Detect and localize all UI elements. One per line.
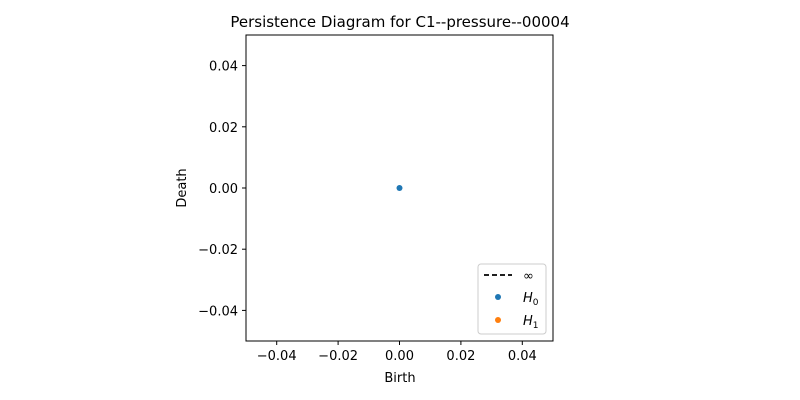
y-tick-label: −0.02 [198, 243, 238, 258]
y-axis-label: Death [175, 168, 190, 207]
legend-marker-h1 [495, 317, 501, 323]
legend-marker-h0 [495, 294, 501, 300]
data-point-h0 [396, 185, 403, 191]
y-axis-ticks: −0.04 −0.02 0.00 0.02 0.04 [198, 60, 246, 319]
x-tick-label: −0.04 [257, 349, 297, 364]
data-points [396, 185, 403, 191]
legend-label: H1 [523, 314, 539, 331]
x-tick-label: 0.00 [385, 349, 414, 364]
y-tick-label: 0.02 [209, 121, 238, 136]
y-tick-label: 0.00 [209, 182, 238, 197]
x-axis-label: Birth [384, 371, 415, 386]
legend-box [477, 263, 547, 335]
legend-label: H0 [523, 291, 539, 308]
x-tick-label: −0.02 [318, 349, 358, 364]
x-tick-label: 0.02 [446, 349, 475, 364]
legend: ∞ H0 H1 [477, 263, 547, 335]
chart-title: Persistence Diagram for C1--pressure--00… [230, 13, 569, 31]
x-axis-ticks: −0.04 −0.02 0.00 0.02 0.04 [257, 341, 537, 364]
y-tick-label: 0.04 [209, 60, 238, 75]
y-tick-label: −0.04 [198, 304, 238, 319]
legend-label: ∞ [523, 269, 534, 284]
x-tick-label: 0.04 [508, 349, 537, 364]
